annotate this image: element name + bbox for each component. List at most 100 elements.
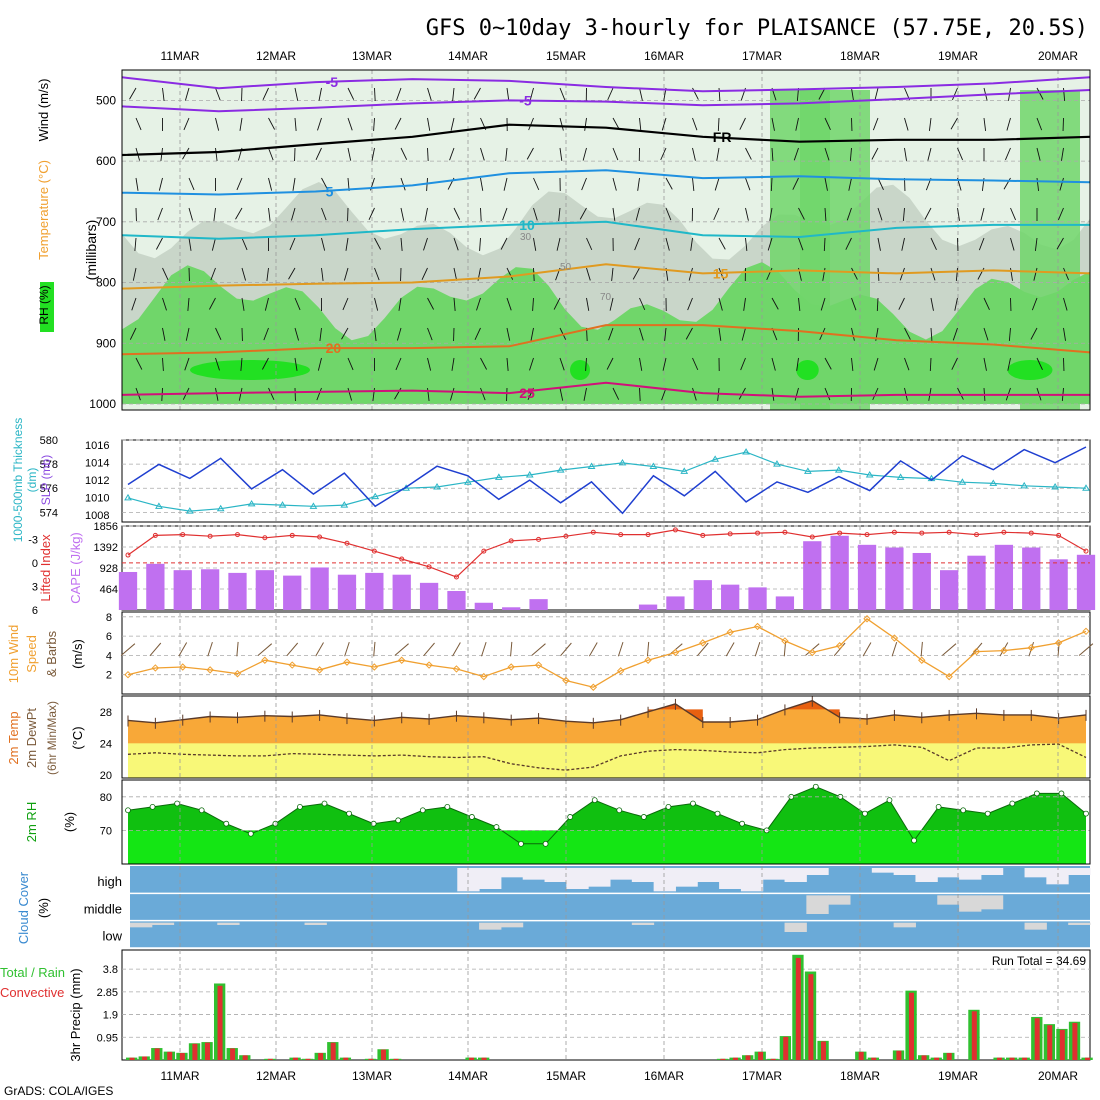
slp-tick-3: 1014 — [85, 458, 109, 470]
credit-label: GrADS: COLA/IGES — [4, 1084, 113, 1098]
precip-conv-bar-48 — [732, 1057, 738, 1060]
date-labels-bottom: 11MAR 12MAR 13MAR 14MAR 15MAR 16MAR 17MAR 18MAR… — [160, 1069, 1078, 1083]
rh2m-point-23 — [690, 800, 696, 807]
wind-barb-154 — [506, 87, 510, 101]
temp-side-label-2: (6hr Min/Max) — [45, 701, 59, 775]
wind-barb-90 — [347, 147, 352, 161]
li-point-22 — [727, 531, 733, 537]
wind-barb-296 — [824, 387, 831, 401]
rh2m-point-13 — [444, 803, 451, 810]
li-point-1 — [152, 532, 158, 538]
cape-tick-2: 1392 — [94, 542, 118, 554]
date-top-7: 18MAR — [840, 49, 880, 63]
wind-barb-136 — [453, 207, 461, 220]
wind-barb-213 — [635, 207, 640, 221]
cape-bar-19 — [638, 604, 658, 610]
cloud-high-cell-21 — [588, 868, 611, 887]
wind-barb-10m-14 — [510, 641, 513, 657]
rh-contour-label-2: 70 — [600, 292, 612, 303]
wind-point-17 — [589, 683, 598, 691]
wind-barb-62 — [264, 297, 269, 311]
rh2m-point-11 — [395, 817, 402, 824]
wind-ylabel: (m/s) — [70, 639, 85, 669]
wind-barb-222 — [660, 147, 667, 161]
li-point-33 — [1028, 530, 1034, 536]
thick-tick-2: 578 — [40, 459, 58, 471]
wind-barb-115 — [400, 237, 403, 251]
wind-point-6 — [288, 661, 296, 669]
wind-barb-100 — [373, 117, 375, 131]
wind-barb-199 — [612, 117, 620, 130]
wind-barb-112 — [400, 147, 408, 160]
precip-tick-1: 1.9 — [103, 1010, 118, 1022]
slp-tick-2: 1012 — [85, 475, 109, 487]
date-bottom-7: 18MAR — [840, 1069, 880, 1083]
cloud-high-cell-43 — [1068, 868, 1091, 875]
wind-barb-269 — [767, 237, 773, 251]
wind-barb-153 — [480, 387, 486, 401]
precip-panel: 0.95 1.9 2.85 3.8 Run Total = 34.69 3hr Preci… — [0, 949, 1093, 1062]
wind-barb-38 — [211, 237, 216, 251]
wind-barb-257 — [745, 207, 749, 221]
wind-barb-277 — [793, 147, 799, 161]
wind-barb-377 — [1036, 177, 1040, 191]
rh-core-3 — [1007, 360, 1053, 380]
wind-barb-225 — [665, 237, 670, 251]
date-labels-top: 11MAR 12MAR 13MAR 14MAR 15MAR 16MAR 17MAR 18MAR… — [160, 49, 1078, 63]
pressure-tick-2: 700 — [96, 215, 116, 229]
wind-barb-10m-4 — [236, 641, 239, 657]
wind-barb-78 — [317, 117, 322, 131]
upper-air-panel: 500 600 700 800 900 1000 -5 -5 FR 5 10 15 20 25 30 50 70… — [36, 69, 1091, 411]
isotherm-6 — [121, 324, 1091, 356]
wind-point-23 — [753, 622, 762, 631]
wind-barb-157 — [503, 177, 508, 191]
wind-barb-37 — [213, 207, 216, 221]
wind-barb-30 — [185, 327, 190, 341]
date-top-5: 16MAR — [644, 49, 684, 63]
wind-barb-10m-28 — [891, 641, 898, 657]
wind-barb-240 — [692, 357, 699, 371]
thick-tick-1: 576 — [40, 483, 58, 495]
wind-barb-237 — [688, 267, 693, 281]
wind-point-3 — [206, 666, 214, 674]
cloud-high-cell-28 — [740, 868, 764, 892]
rh2m-point-6 — [272, 820, 279, 827]
cloud-high-cell-29 — [762, 868, 786, 880]
wind-barb-197 — [583, 387, 587, 401]
isotherm-label-7: 25 — [519, 385, 535, 401]
rh-core-0 — [190, 360, 310, 380]
wind-barb-67 — [294, 117, 297, 131]
precip-conv-bar-58 — [858, 1051, 864, 1060]
date-bottom-5: 16MAR — [644, 1069, 684, 1083]
wind-barb-312 — [877, 207, 883, 221]
wind-barb-156 — [505, 147, 508, 161]
cloud-low-cell-35 — [893, 922, 916, 928]
rh2m-lower-area — [128, 830, 1086, 864]
wind-barb-71 — [289, 237, 296, 251]
cape-bar-3 — [200, 569, 220, 610]
wind-barb-22 — [184, 87, 190, 101]
wind-barb-274 — [771, 387, 775, 401]
wind-barb-200 — [612, 147, 619, 161]
wind-barb-64 — [261, 357, 269, 370]
wind-barb-212 — [637, 177, 640, 191]
cloud-low-cell-1 — [151, 922, 175, 925]
wind-barb-26 — [188, 207, 194, 221]
rh-core-2 — [796, 360, 819, 380]
wind-barb-349 — [952, 327, 958, 341]
cape-bar-33 — [1022, 547, 1041, 610]
wind-barb-142 — [449, 387, 455, 401]
wind-barb-320 — [904, 117, 909, 131]
wind-point-1 — [151, 664, 160, 672]
rh2m-point-36 — [1009, 800, 1016, 807]
rh2m-point-34 — [960, 807, 967, 814]
rh2m-point-33 — [935, 803, 942, 810]
thickness-point-12 — [494, 473, 503, 480]
wind-barb-59 — [268, 207, 271, 221]
wind-barb-111 — [394, 117, 402, 130]
precip-tick-3: 3.8 — [103, 964, 118, 976]
li-point-6 — [289, 532, 295, 538]
date-top-6: 17MAR — [742, 49, 782, 63]
wind-barb-270 — [766, 267, 773, 281]
wind-barb-390 — [1056, 237, 1064, 250]
